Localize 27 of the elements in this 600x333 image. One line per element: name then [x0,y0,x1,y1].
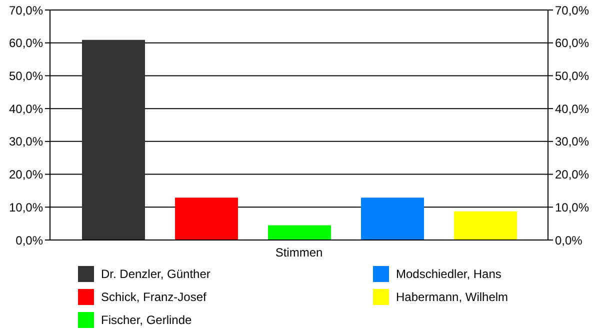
y-tick-label: 70,0% [8,3,44,18]
bar [82,40,145,240]
legend-label: Dr. Denzler, Günther [101,266,210,280]
y-tick-label: 10,0% [8,200,44,214]
bar [361,198,424,240]
legend-label: Habermann, Wilhelm [396,290,508,304]
y-tick-label: 40,0% [8,102,44,116]
bar [454,211,517,240]
text: 50,0% [555,68,590,83]
legend-label: Modschiedler, Hans [396,266,502,280]
bar [175,198,238,240]
text: 30,0% [555,134,590,149]
y-tick-label: 50,0% [8,68,44,83]
y-tick-label: 60,0% [8,36,44,50]
text: 10,0% [555,200,590,214]
legend-label: Fischer, Gerlinde [101,312,192,326]
legend-label: Schick, Franz-Josef [101,290,206,304]
text: 70,0% [555,3,590,18]
text: 0,0% [555,233,582,248]
text: 20,0% [555,168,590,182]
y-tick-label: 0,0% [16,233,44,248]
y-tick-label: 20,0% [8,168,44,182]
x-tick-label: Stimmen [275,246,323,260]
text: 40,0% [555,102,590,116]
y-tick-label: 30,0% [8,134,44,149]
bar [268,225,331,240]
text: 60,0% [555,36,590,50]
